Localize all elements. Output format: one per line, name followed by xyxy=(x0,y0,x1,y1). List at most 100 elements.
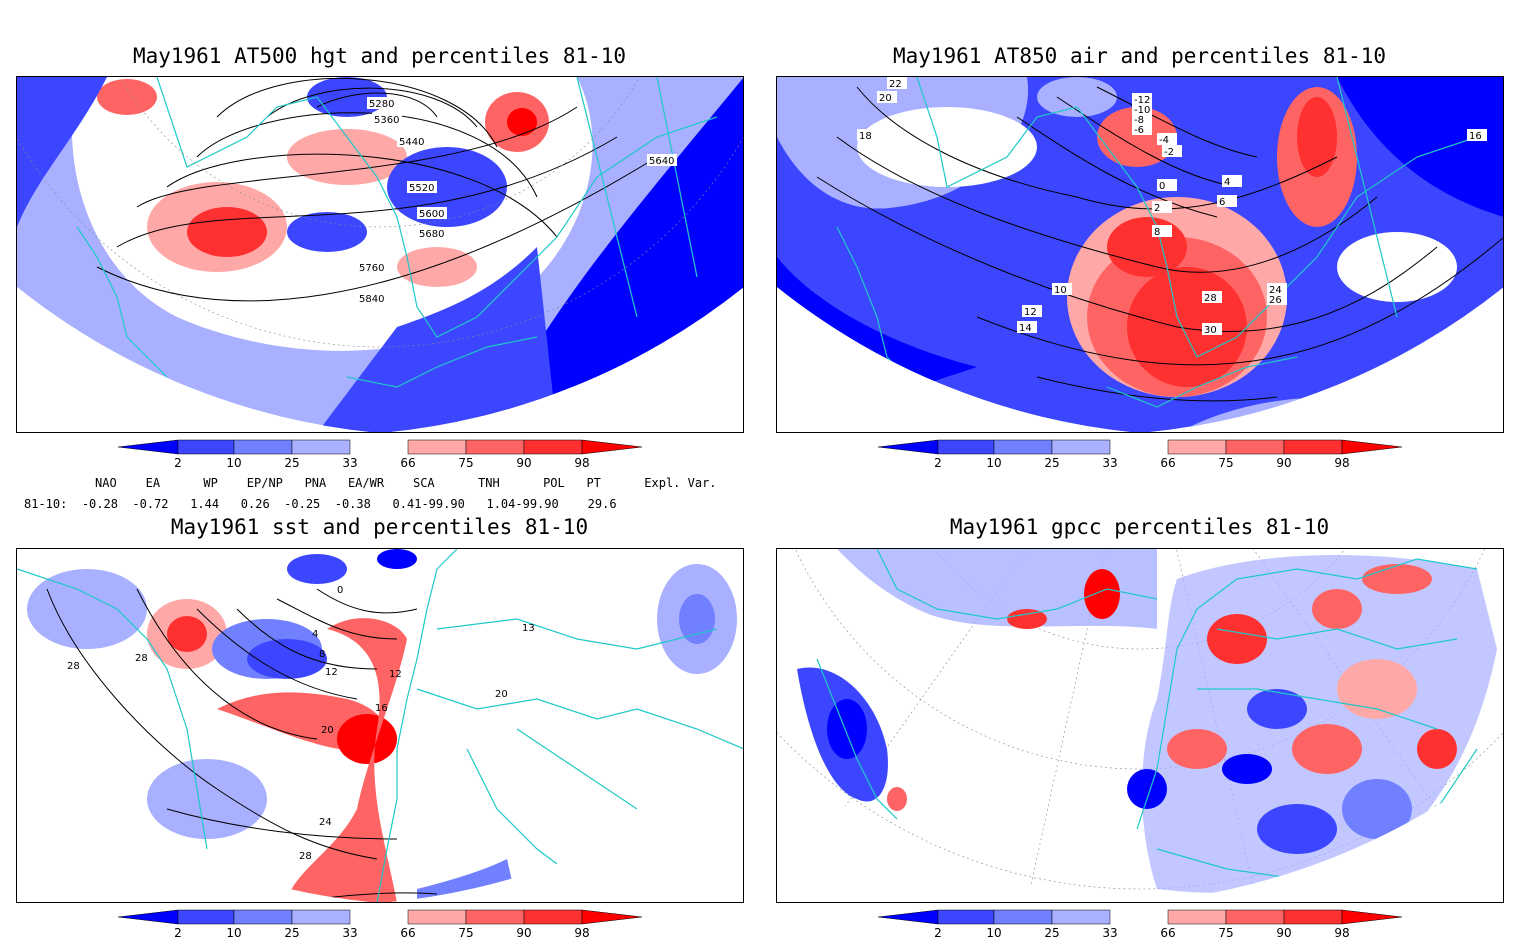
colorbar-tick-label: 90 xyxy=(516,926,531,940)
colorbar-segment xyxy=(1051,439,1111,455)
colorbar-segment xyxy=(937,909,995,925)
contour-label: 5840 xyxy=(359,294,384,305)
colorbar-segment xyxy=(233,439,293,455)
contour-label: 30 xyxy=(1204,325,1217,336)
index-eawr-value: -0.38 xyxy=(334,497,371,511)
index-tnh-header: TNH xyxy=(478,476,500,490)
colorbar-tick-label: 98 xyxy=(1334,926,1349,940)
colorbar-tick-label: 66 xyxy=(1160,456,1175,470)
colorbar-tick-label: 25 xyxy=(1044,456,1059,470)
index-pt-header: PT xyxy=(586,476,601,490)
colorbar-segment xyxy=(1225,439,1285,455)
index-pol-header: POL xyxy=(543,476,565,490)
index-header-row: NAO EA WP EP/NP PNA EA/WR SCA TNH POL PT… xyxy=(95,476,717,490)
colorbar-left-arrow xyxy=(117,439,179,455)
index-nao-header: NAO xyxy=(95,476,117,490)
contour-label: 28 xyxy=(67,661,80,672)
colorbar-tick-label: 75 xyxy=(458,456,473,470)
contour-label: 13 xyxy=(522,623,535,634)
contour-label: 5600 xyxy=(419,209,444,220)
contour-label: 5680 xyxy=(419,229,444,240)
colorbar-tick-label: 33 xyxy=(342,456,357,470)
colorbar-tick-label: 66 xyxy=(400,456,415,470)
contour-label: -12 xyxy=(1134,95,1150,106)
colorbar-right-arrow xyxy=(581,439,643,455)
colorbar-segment xyxy=(523,909,583,925)
contour-label: 0 xyxy=(337,585,343,596)
contour-label: 24 xyxy=(1269,285,1282,296)
colorbar-tick-label: 66 xyxy=(400,926,415,940)
colorbar-tick-label: 2 xyxy=(934,456,942,470)
index-sca-header: SCA xyxy=(412,476,435,490)
index-pna-header: PNA xyxy=(304,476,327,490)
contour-label: 12 xyxy=(389,669,402,680)
colorbar-tick-label: 75 xyxy=(1218,456,1233,470)
index-explvar-value: 29.6 xyxy=(587,497,617,511)
colorbar-3: 2 10 25 33 66 75 90 98 xyxy=(117,909,643,940)
colorbar-segment xyxy=(993,909,1053,925)
index-ea-value: -0.72 xyxy=(132,497,169,511)
panel-title-1: May1961 AT500 hgt and percentiles 81-10 xyxy=(132,44,627,68)
colorbar-left-arrow xyxy=(877,909,939,925)
colorbar-right-arrow xyxy=(1341,909,1403,925)
contour-label: 20 xyxy=(879,93,892,104)
colorbar-tick-label: 75 xyxy=(458,926,473,940)
colorbar-segment xyxy=(1225,909,1285,925)
colorbar-tick-label: 33 xyxy=(342,926,357,940)
contour-label: 16 xyxy=(1469,131,1482,142)
colorbar-segment xyxy=(177,439,235,455)
contour-label: 28 xyxy=(1204,293,1217,304)
colorbar-tick-label: 25 xyxy=(284,926,299,940)
index-wp-value: 1.44 xyxy=(190,497,220,511)
colorbar-tick-label: 90 xyxy=(1276,456,1291,470)
index-pna-value: -0.25 xyxy=(284,497,321,511)
contour-label: 8 xyxy=(1154,227,1160,238)
contour-label: 2 xyxy=(1154,203,1160,214)
colorbar-tick-label: 33 xyxy=(1102,926,1117,940)
colorbar-tick-label: 90 xyxy=(516,456,531,470)
contour-label: 12 xyxy=(325,667,338,678)
colorbar-tick-label: 25 xyxy=(1044,926,1059,940)
colorbar-segment xyxy=(233,909,293,925)
colorbar-right-arrow xyxy=(1341,439,1403,455)
map-panel-gpcc xyxy=(776,548,1504,903)
index-eawr-header: EA/WR xyxy=(347,476,385,490)
colorbar-segment xyxy=(407,439,467,455)
colorbar-tick-label: 10 xyxy=(986,926,1001,940)
colorbar-segment xyxy=(465,439,525,455)
colorbar-segment xyxy=(1167,439,1227,455)
index-row-label: 81-10: xyxy=(24,497,68,511)
contour-label: 28 xyxy=(427,901,440,903)
colorbar-segment xyxy=(291,439,351,455)
contour-label: 26 xyxy=(1269,295,1282,306)
index-wp-header: WP xyxy=(203,476,218,490)
colorbar-tick-label: 10 xyxy=(226,456,241,470)
colorbar-tick-label: 10 xyxy=(986,456,1001,470)
contour-label: 5440 xyxy=(399,137,424,148)
contour-label: 5360 xyxy=(374,115,399,126)
colorbar-segment xyxy=(1283,439,1343,455)
colorbar-segment xyxy=(465,909,525,925)
contour-label: 5280 xyxy=(369,99,394,110)
colorbar-tick-label: 98 xyxy=(1334,456,1349,470)
colorbar-tick-label: 75 xyxy=(1218,926,1233,940)
map-panel-hgt500: 5280 5360 5440 5520 5600 5680 5760 5840 … xyxy=(16,76,744,433)
colorbar-segment xyxy=(177,909,235,925)
colorbar-tick-label: 33 xyxy=(1102,456,1117,470)
colorbar-segment xyxy=(291,909,351,925)
contour-label: 18 xyxy=(859,131,872,142)
panel-title-2: May1961 AT850 air and percentiles 81-10 xyxy=(892,44,1387,68)
contour-label: 28 xyxy=(299,851,312,862)
colorbar-segment xyxy=(1167,909,1227,925)
map-panel-sst: 28 28 0 4 8 12 12 16 20 24 28 28 13 20 xyxy=(16,548,744,903)
colorbar-right-arrow xyxy=(581,909,643,925)
index-pol-value: 1.04-99.90 xyxy=(486,497,559,511)
contour-label: -8 xyxy=(1134,115,1144,126)
index-epnp-value: 0.26 xyxy=(240,497,270,511)
contour-label: 8 xyxy=(319,649,325,660)
colorbar-tick-label: 2 xyxy=(174,926,182,940)
contour-label: -6 xyxy=(1134,125,1144,136)
contour-label: 5640 xyxy=(649,156,674,167)
colorbar-tick-label: 98 xyxy=(574,456,589,470)
index-ea-header: EA xyxy=(145,476,161,490)
